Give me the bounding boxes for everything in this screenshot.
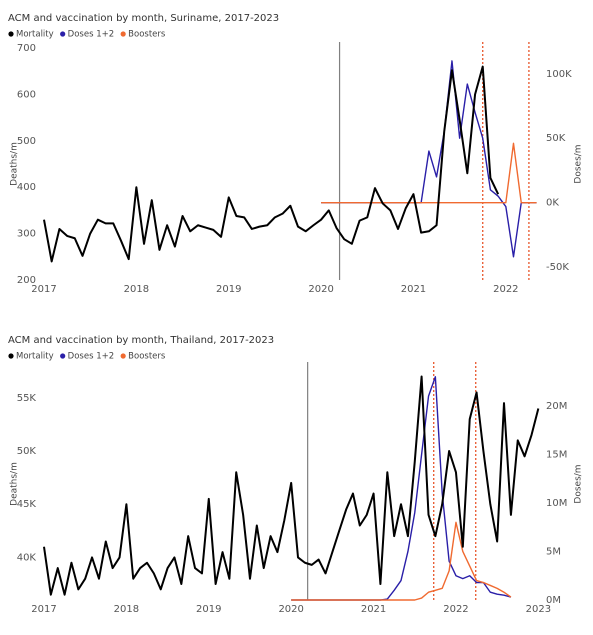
series-line [43,65,500,263]
chart-title: ACM and vaccination by month, Suriname, … [8,13,279,24]
legend-marker [120,353,126,359]
y2-tick-label: 100K [546,69,572,80]
y-axis-title: Deaths/m [10,142,20,186]
y-tick-label: 50K [17,446,37,457]
y-tick-label: 45K [17,499,37,510]
y-tick-label: 200 [17,275,36,286]
legend-label: Mortality [16,352,54,362]
chart-title: ACM and vaccination by month, Thailand, … [8,335,274,346]
series-line [291,521,512,601]
x-tick-label: 2022 [443,604,468,615]
y-tick-label: 55K [17,393,37,404]
legend-label: Boosters [128,30,166,40]
legend-label: Mortality [16,30,54,40]
x-tick-label: 2019 [196,604,221,615]
legend-marker [60,353,66,359]
x-tick-label: 2018 [114,604,139,615]
legend-marker [120,31,126,37]
y2-tick-label: 0K [546,198,559,209]
legend-marker [60,31,66,37]
series-line [321,142,537,204]
x-tick-label: 2022 [493,284,518,295]
x-tick-label: 2019 [216,284,241,295]
x-tick-label: 2017 [31,604,56,615]
series-line [321,60,537,258]
y2-tick-label: -50K [546,262,569,273]
y-tick-label: 700 [17,43,36,54]
legend-label: Doses 1+2 [68,30,114,40]
x-tick-label: 2023 [526,604,551,615]
y2-tick-label: 20M [546,401,567,412]
y-tick-label: 600 [17,89,36,100]
y2-tick-label: 15M [546,449,567,460]
y2-tick-label: 0M [546,595,561,606]
legend-label: Boosters [128,352,166,362]
x-tick-label: 2018 [124,284,149,295]
y2-tick-label: 5M [546,546,561,557]
y2-tick-label: 50K [546,133,566,144]
y-tick-label: 40K [17,552,37,563]
x-tick-label: 2020 [278,604,303,615]
legend-label: Doses 1+2 [68,352,114,362]
x-tick-label: 2021 [401,284,426,295]
legend-marker [8,31,14,37]
x-tick-label: 2021 [361,604,386,615]
series-line [43,375,540,596]
x-tick-label: 2017 [31,284,56,295]
y-tick-label: 500 [17,136,36,147]
y-axis-title: Deaths/m [10,462,20,506]
x-tick-label: 2020 [308,284,333,295]
y-tick-label: 400 [17,182,36,193]
y-tick-label: 300 [17,229,36,240]
y2-axis-title: Doses/m [574,144,584,183]
y2-tick-label: 10M [546,498,567,509]
y2-axis-title: Doses/m [574,464,584,503]
legend-marker [8,353,14,359]
